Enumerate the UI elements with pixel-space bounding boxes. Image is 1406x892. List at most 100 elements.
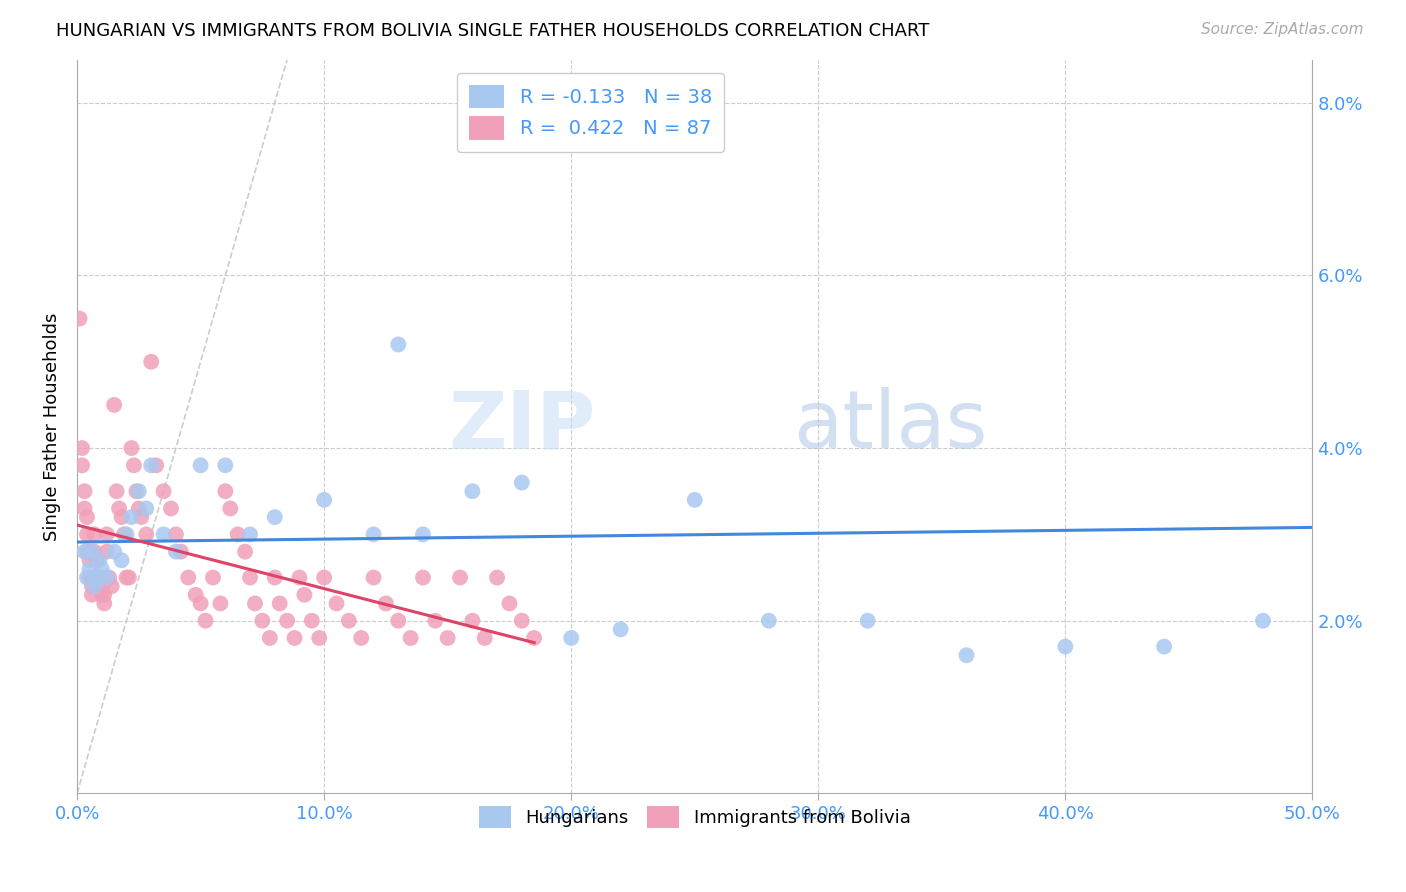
Point (425, 614, 447, 628)
Point (276, 614, 298, 628)
Point (93, 588, 115, 602)
Point (301, 614, 323, 628)
Point (79, 570, 101, 584)
Point (363, 570, 385, 584)
Point (89, 570, 111, 584)
Point (486, 570, 509, 584)
Point (79, 553, 101, 567)
Point (105, 484, 128, 499)
Point (461, 614, 484, 628)
Point (399, 631, 422, 645)
Point (609, 623, 631, 637)
Point (69, 311, 91, 326)
Point (201, 570, 224, 584)
Point (387, 337, 409, 351)
Point (412, 527, 434, 541)
Point (259, 631, 281, 645)
Point (239, 527, 262, 541)
Point (120, 510, 142, 524)
Point (226, 527, 249, 541)
Point (498, 596, 520, 610)
Point (510, 614, 533, 628)
Point (89, 553, 111, 567)
Point (86, 570, 108, 584)
Point (80, 570, 103, 584)
Point (152, 484, 174, 499)
Point (73, 484, 96, 499)
Point (103, 544, 125, 558)
Point (233, 544, 256, 558)
Point (350, 631, 373, 645)
Point (86, 570, 108, 584)
Point (118, 570, 141, 584)
Point (510, 475, 533, 490)
Point (239, 570, 262, 584)
Point (145, 458, 167, 473)
Point (90, 579, 112, 593)
Point (252, 614, 274, 628)
Point (292, 588, 315, 602)
Point (184, 588, 207, 602)
Point (523, 631, 546, 645)
Legend: Hungarians, Immigrants from Bolivia: Hungarians, Immigrants from Bolivia (471, 799, 918, 836)
Point (269, 596, 291, 610)
Point (80, 588, 103, 602)
Point (387, 614, 409, 628)
Point (90, 562, 112, 576)
Point (79, 544, 101, 558)
Point (263, 570, 285, 584)
Point (120, 441, 142, 455)
Point (76, 544, 98, 558)
Point (314, 492, 336, 507)
Point (93, 596, 115, 610)
Point (165, 544, 187, 558)
Point (70, 458, 93, 473)
Point (209, 596, 232, 610)
Point (308, 631, 330, 645)
Text: HUNGARIAN VS IMMIGRANTS FROM BOLIVIA SINGLE FATHER HOUSEHOLDS CORRELATION CHART: HUNGARIAN VS IMMIGRANTS FROM BOLIVIA SIN… (56, 22, 929, 40)
Point (90, 588, 112, 602)
Point (86, 553, 108, 567)
Point (122, 458, 145, 473)
Point (141, 458, 163, 473)
Point (103, 398, 125, 412)
Point (108, 501, 131, 516)
Point (135, 527, 157, 541)
Point (955, 648, 977, 663)
Point (131, 510, 153, 524)
Point (1153, 640, 1175, 654)
Text: atlas: atlas (793, 387, 988, 466)
Point (160, 501, 183, 516)
Point (560, 631, 582, 645)
Point (1054, 640, 1077, 654)
Point (214, 458, 236, 473)
Point (165, 527, 187, 541)
Point (80, 579, 103, 593)
Point (263, 510, 285, 524)
Point (96, 544, 118, 558)
Point (283, 631, 305, 645)
Point (243, 596, 266, 610)
Point (214, 484, 236, 499)
Point (112, 527, 135, 541)
Point (190, 596, 212, 610)
Point (115, 527, 138, 541)
Point (115, 570, 138, 584)
Point (177, 570, 200, 584)
Point (76, 510, 98, 524)
Point (70, 441, 93, 455)
Point (325, 596, 347, 610)
Point (856, 614, 879, 628)
Point (190, 458, 212, 473)
Point (412, 570, 434, 584)
Point (758, 614, 780, 628)
Point (374, 596, 396, 610)
Point (474, 631, 496, 645)
Point (288, 570, 311, 584)
Point (461, 484, 484, 499)
Point (337, 614, 360, 628)
Point (89, 570, 111, 584)
Point (152, 527, 174, 541)
Point (96, 570, 118, 584)
Point (363, 527, 385, 541)
